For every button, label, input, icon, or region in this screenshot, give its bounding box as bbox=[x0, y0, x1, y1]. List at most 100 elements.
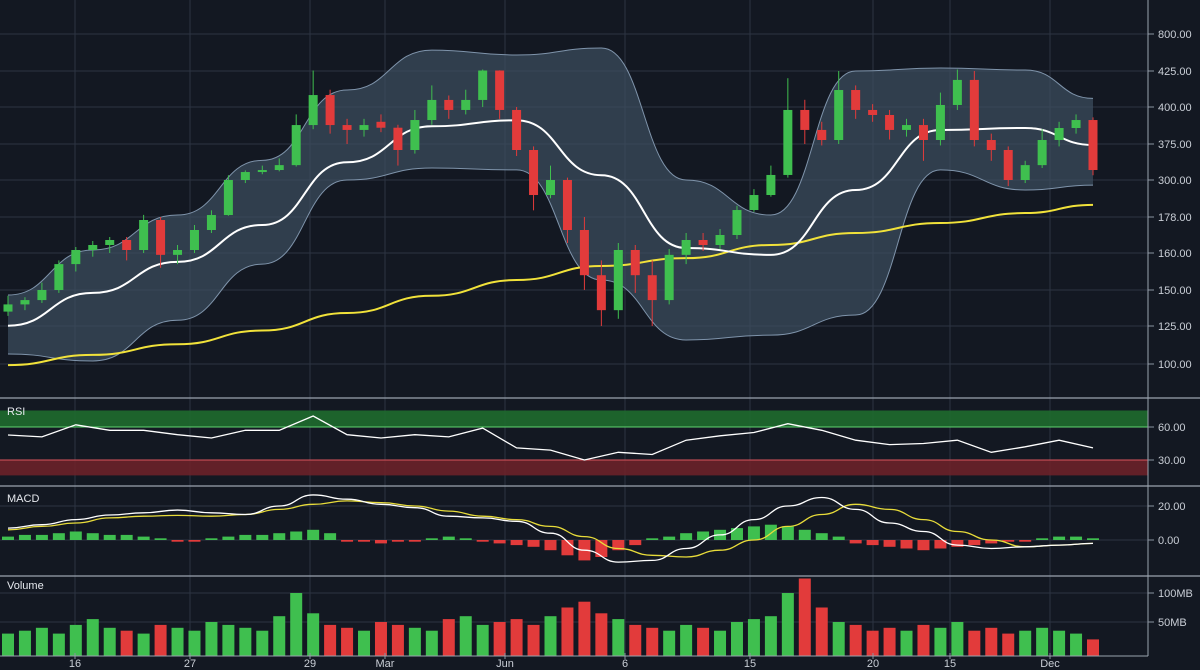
volume-bar bbox=[341, 627, 354, 656]
price-tick-label: 400.00 bbox=[1158, 102, 1192, 114]
macd-tick-label: 0.00 bbox=[1158, 535, 1179, 547]
candle-body bbox=[732, 210, 742, 235]
volume-bar bbox=[1002, 633, 1015, 656]
macd-histogram-bar bbox=[222, 536, 235, 540]
candle bbox=[240, 170, 250, 184]
volume-bar bbox=[697, 627, 710, 656]
x-tick-label: 15 bbox=[744, 658, 756, 670]
candle bbox=[749, 189, 759, 212]
macd-histogram-bar bbox=[408, 540, 421, 542]
volume-bar bbox=[781, 593, 794, 656]
candle-body bbox=[71, 250, 81, 265]
macd-histogram-bar bbox=[985, 540, 998, 544]
bollinger-upper-line bbox=[7, 47, 1094, 296]
volume-bar bbox=[239, 627, 252, 656]
volume-bar bbox=[425, 630, 438, 656]
macd-line bbox=[7, 494, 1094, 563]
candle bbox=[800, 99, 810, 144]
macd-histogram-bar bbox=[205, 538, 218, 540]
rsi-tick-label: 30.00 bbox=[1158, 455, 1186, 467]
candle bbox=[71, 247, 81, 272]
x-tick-label: 27 bbox=[184, 658, 196, 670]
candle bbox=[342, 118, 352, 144]
macd-histogram-bar bbox=[18, 534, 31, 540]
candle-body bbox=[562, 180, 572, 230]
candle bbox=[223, 175, 233, 216]
candle bbox=[512, 107, 522, 156]
volume-bar bbox=[256, 630, 269, 656]
candle-body bbox=[546, 180, 555, 196]
candle bbox=[1054, 121, 1064, 147]
macd-histogram-bar bbox=[1053, 536, 1066, 540]
macd-histogram-bar bbox=[1002, 540, 1015, 542]
candle-body bbox=[461, 99, 471, 110]
macd-label: MACD bbox=[7, 493, 39, 505]
candle-body bbox=[156, 220, 166, 255]
candle bbox=[834, 71, 844, 144]
macd-histogram-bar bbox=[798, 529, 811, 540]
candle bbox=[630, 245, 640, 293]
candle bbox=[478, 69, 488, 107]
candle bbox=[105, 237, 115, 253]
volume-bar bbox=[900, 630, 913, 656]
macd-histogram-bar bbox=[273, 533, 286, 540]
candle bbox=[393, 124, 403, 166]
candle-body bbox=[122, 240, 132, 250]
macd-histogram-bar bbox=[663, 536, 676, 540]
candle bbox=[325, 89, 335, 134]
macd-histogram-bar bbox=[629, 540, 642, 546]
candle bbox=[156, 217, 166, 268]
candle-body bbox=[325, 95, 335, 126]
candle bbox=[1071, 114, 1081, 134]
macd-histogram-bar bbox=[1036, 538, 1049, 540]
candle-body bbox=[868, 109, 878, 115]
candle-body bbox=[902, 125, 912, 130]
macd-histogram-bar bbox=[493, 540, 506, 544]
macd-histogram-bar bbox=[680, 533, 693, 540]
candle bbox=[139, 214, 149, 253]
volume-tick-label: 100MB bbox=[1158, 588, 1193, 600]
candle bbox=[647, 260, 657, 326]
macd-histogram-bar bbox=[951, 540, 964, 547]
candle-body bbox=[444, 99, 454, 110]
x-tick-label: 6 bbox=[622, 658, 628, 670]
candle bbox=[427, 85, 437, 125]
price-tick-label: 160.00 bbox=[1158, 248, 1192, 260]
macd-histogram-bar bbox=[188, 540, 201, 542]
volume-bar bbox=[832, 622, 845, 656]
macd-histogram-bar bbox=[900, 540, 913, 549]
candle bbox=[359, 118, 369, 137]
volume-bar bbox=[273, 616, 286, 656]
candle-body bbox=[613, 250, 623, 311]
candle bbox=[681, 233, 691, 265]
macd-histogram-bar bbox=[154, 538, 167, 540]
candle bbox=[291, 114, 301, 167]
macd-histogram-bar bbox=[256, 534, 269, 540]
candle-body bbox=[240, 172, 250, 180]
volume-bar bbox=[917, 624, 930, 656]
x-tick-label: Jun bbox=[496, 658, 514, 670]
candle-body bbox=[579, 230, 589, 276]
volume-bar bbox=[290, 593, 303, 656]
candle-body bbox=[1037, 140, 1047, 166]
macd-histogram-bar bbox=[646, 538, 659, 540]
overbought-zone bbox=[0, 410, 1148, 427]
candle bbox=[868, 104, 878, 122]
candle-body bbox=[1054, 128, 1064, 141]
x-tick-label: 16 bbox=[69, 658, 81, 670]
macd-histogram-bar bbox=[307, 529, 320, 540]
volume-bar bbox=[764, 616, 777, 656]
candle-body bbox=[410, 120, 420, 150]
volume-bar bbox=[205, 622, 218, 656]
candle bbox=[444, 95, 454, 119]
candle bbox=[986, 133, 996, 161]
candle bbox=[969, 71, 979, 147]
candle-body bbox=[223, 180, 233, 216]
price-tick-label: 125.00 bbox=[1158, 321, 1192, 333]
x-tick-label: 15 bbox=[944, 658, 956, 670]
volume-bar bbox=[561, 607, 574, 656]
price-tick-label: 178.00 bbox=[1158, 212, 1192, 224]
candle bbox=[88, 241, 98, 257]
